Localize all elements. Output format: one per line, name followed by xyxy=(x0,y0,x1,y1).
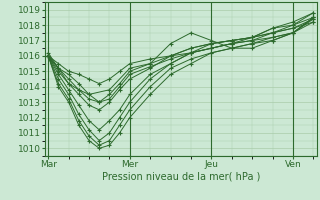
X-axis label: Pression niveau de la mer( hPa ): Pression niveau de la mer( hPa ) xyxy=(102,172,260,182)
